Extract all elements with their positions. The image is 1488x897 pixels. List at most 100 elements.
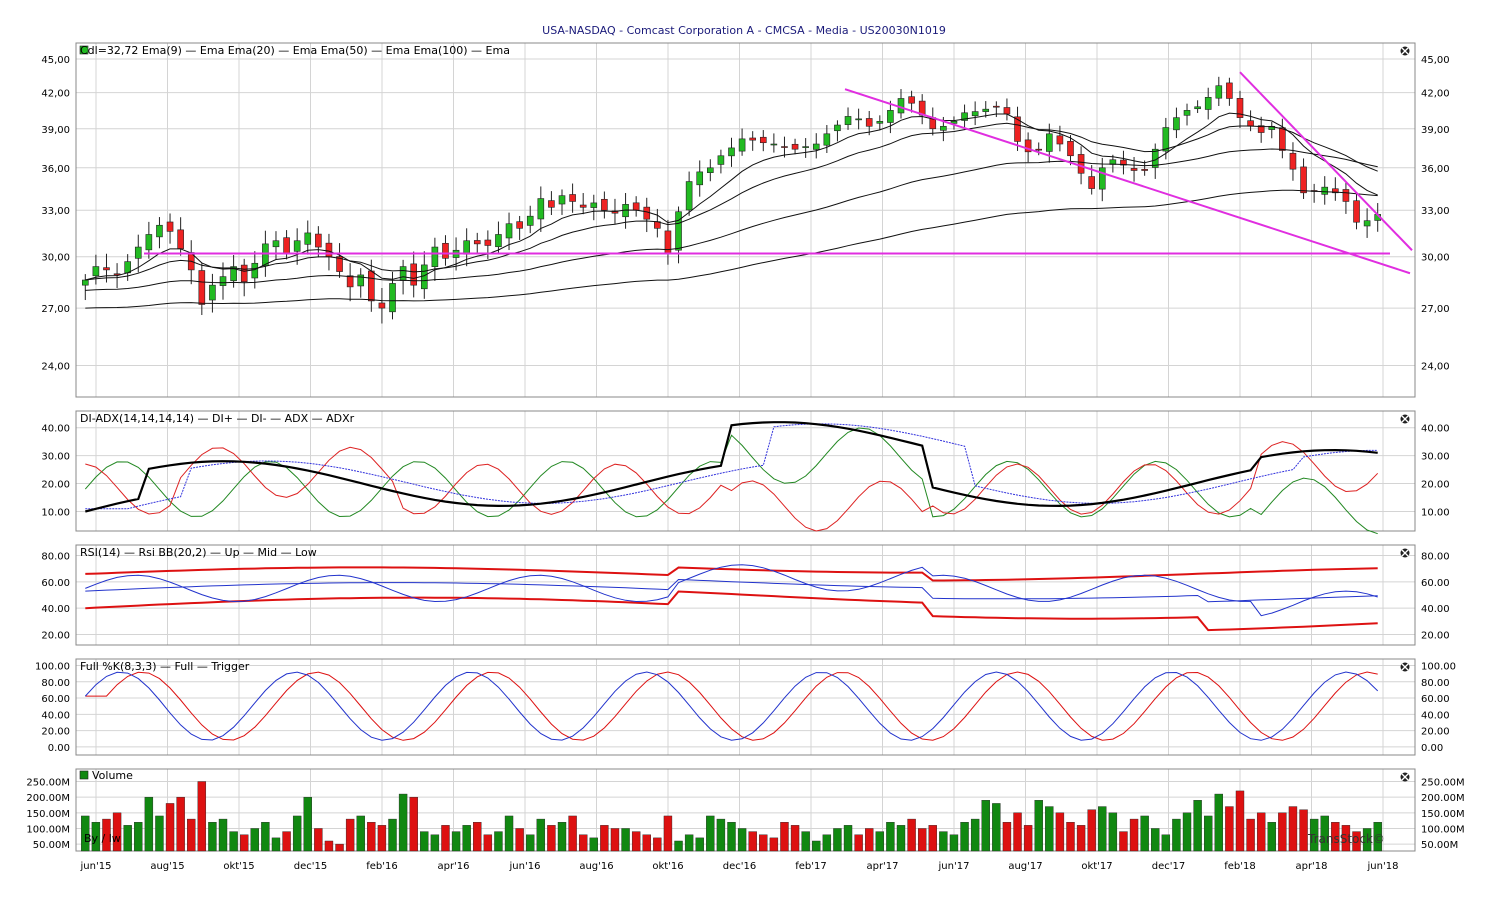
volume-bar	[631, 831, 641, 852]
volume-bar	[610, 828, 620, 852]
price-y-tick-left: 30,00	[41, 253, 70, 264]
rsi-y-tick-left: 20.00	[41, 630, 70, 641]
volume-bar	[653, 837, 662, 852]
x-tick-label: feb'18	[1224, 861, 1256, 872]
x-tick-label: okt'17	[1081, 861, 1112, 872]
volume-bar	[261, 822, 270, 852]
volume-bar	[801, 831, 810, 852]
rsi-line	[85, 564, 1378, 617]
candle-body	[156, 224, 163, 238]
adx-close-icon-x2	[1401, 415, 1409, 423]
volume-bar	[1045, 806, 1054, 852]
candle-body	[993, 105, 1000, 108]
volume-bar	[896, 825, 906, 852]
volume-bar	[1023, 825, 1033, 852]
volume-bar	[748, 831, 757, 852]
rsi-y-tick-right: 40.00	[1421, 604, 1450, 615]
price-y-tick-left: 33,00	[41, 206, 70, 217]
volume-bar	[430, 834, 440, 852]
volume-bar	[208, 822, 217, 852]
candle-body	[410, 263, 417, 286]
adx-frame	[75, 410, 1416, 532]
rsi-y-tick-right: 80.00	[1421, 552, 1450, 563]
stoch-y-tick-left: 40.00	[41, 710, 70, 721]
price-y-tick-right: 30,00	[1421, 253, 1450, 264]
candle-body	[230, 266, 237, 282]
volume-bar	[865, 828, 874, 852]
candle-body	[781, 146, 788, 148]
volume-bar	[578, 834, 588, 852]
volume-bar	[568, 815, 577, 852]
volume-bar	[1140, 815, 1149, 852]
candle-body	[484, 239, 492, 246]
volume-bar	[515, 828, 524, 852]
candle-body	[399, 266, 407, 281]
candle-body	[336, 256, 343, 272]
volume-bar	[165, 803, 175, 852]
candle-body	[1162, 127, 1170, 152]
candle-body	[548, 200, 555, 208]
x-tick-label: dec'15	[294, 861, 327, 872]
volume-bar	[949, 834, 959, 852]
volume-bar	[1108, 812, 1118, 852]
volume-bar	[314, 828, 323, 852]
price-y-tick-left: 39,00	[41, 125, 70, 136]
volume-legend-swatch	[79, 770, 89, 780]
volume-bar	[462, 825, 471, 852]
volume-bar	[1299, 809, 1308, 852]
candle-body	[908, 96, 915, 104]
volume-bar	[494, 831, 503, 852]
candle-body	[219, 276, 227, 286]
x-tick-label: okt'15	[223, 861, 254, 872]
candle-body	[346, 275, 354, 288]
volume-bar	[388, 818, 397, 852]
volume-bar	[621, 828, 630, 852]
candle-body	[601, 198, 608, 211]
volume-bar	[1087, 809, 1096, 852]
volume-bar	[1129, 818, 1139, 852]
volume-bar	[1341, 825, 1351, 852]
candle-body	[1056, 135, 1064, 145]
candle-body	[632, 202, 640, 211]
adx-y-tick-left: 40.00	[41, 424, 70, 435]
volume-bar	[398, 793, 408, 852]
volume-bar	[1267, 822, 1276, 852]
volume-bar	[1278, 812, 1287, 852]
price-y-tick-right: 42,00	[1421, 89, 1450, 100]
volume-bar	[112, 812, 122, 852]
volume-bar	[695, 837, 704, 852]
price-y-tick-left: 42,00	[41, 89, 70, 100]
candle-body	[1024, 139, 1032, 153]
volume-bar	[1151, 828, 1160, 852]
rsi-y-tick-right: 60.00	[1421, 578, 1450, 589]
candle-body	[495, 234, 502, 248]
candle-body	[1332, 188, 1339, 194]
volume-bar	[483, 834, 493, 852]
volume-bar	[1055, 812, 1065, 852]
rsi-y-tick-left: 80.00	[41, 552, 70, 563]
volume-bar	[875, 831, 885, 852]
candle-body	[473, 240, 481, 245]
candle-body	[685, 181, 693, 211]
adxr-line	[85, 423, 1378, 510]
trendlines	[144, 71, 1413, 275]
candle-body	[368, 270, 375, 302]
candle-body	[1067, 140, 1074, 157]
candle-body	[1141, 169, 1148, 171]
adx-y-tick-left: 10.00	[41, 507, 70, 518]
di-plus-line	[84, 427, 1378, 535]
candle-body	[1215, 85, 1223, 99]
volume-bar	[1256, 812, 1266, 852]
volume-bar	[854, 834, 863, 852]
ema-50-line	[85, 148, 1378, 291]
volume-bar	[737, 828, 747, 852]
candle-body	[971, 111, 979, 117]
adx-y-tick-right: 30.00	[1421, 452, 1450, 463]
candle-body	[717, 155, 725, 165]
rsi-legend: RSI(14) — Rsi BB(20,2) — Up — Mid — Low	[80, 546, 317, 559]
x-tick-label: aug'17	[1008, 861, 1042, 872]
stoch-y-tick-right: 0.00	[1421, 743, 1443, 754]
volume-bar	[356, 815, 365, 852]
x-tick-label: feb'17	[795, 861, 827, 872]
candle-body	[124, 261, 131, 274]
